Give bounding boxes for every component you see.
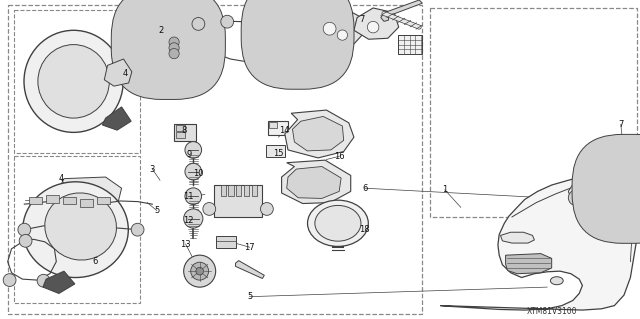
Circle shape (192, 18, 205, 30)
Text: 1: 1 (442, 185, 447, 194)
Bar (97, 197, 110, 204)
Polygon shape (104, 59, 132, 86)
Bar (244, 185, 249, 196)
Circle shape (367, 21, 379, 33)
Circle shape (169, 43, 179, 53)
Circle shape (3, 274, 16, 286)
Ellipse shape (307, 200, 369, 246)
Text: 6: 6 (362, 184, 367, 193)
Ellipse shape (45, 193, 116, 260)
Polygon shape (381, 0, 422, 21)
Polygon shape (354, 8, 399, 39)
Polygon shape (102, 107, 131, 130)
FancyBboxPatch shape (176, 132, 185, 138)
Bar (80, 199, 93, 207)
Circle shape (185, 163, 202, 180)
Polygon shape (285, 110, 354, 158)
Bar (221, 185, 226, 196)
Circle shape (221, 15, 234, 28)
FancyBboxPatch shape (268, 121, 288, 135)
Ellipse shape (24, 30, 124, 132)
Circle shape (203, 203, 216, 215)
Text: 16: 16 (334, 152, 344, 161)
Text: 18: 18 (360, 225, 370, 234)
Bar (430, 8, 637, 217)
Ellipse shape (22, 182, 128, 278)
Bar (398, 35, 422, 54)
Circle shape (184, 209, 203, 228)
Bar (14, 10, 140, 153)
Circle shape (580, 187, 593, 199)
FancyBboxPatch shape (174, 124, 196, 141)
Bar (63, 197, 76, 204)
Text: 6: 6 (92, 257, 97, 266)
Text: 17: 17 (244, 243, 255, 252)
Bar (29, 197, 42, 204)
FancyBboxPatch shape (176, 125, 185, 131)
Polygon shape (287, 167, 341, 198)
FancyBboxPatch shape (266, 145, 285, 157)
Circle shape (196, 267, 204, 275)
Circle shape (185, 188, 202, 204)
Circle shape (260, 203, 273, 215)
Bar (236, 185, 241, 196)
FancyBboxPatch shape (216, 236, 236, 248)
Bar (214, 185, 262, 217)
FancyBboxPatch shape (111, 0, 225, 100)
Polygon shape (500, 232, 534, 243)
Text: 3: 3 (150, 165, 155, 174)
FancyBboxPatch shape (269, 122, 277, 128)
Text: 10: 10 (193, 169, 204, 178)
Text: 15: 15 (273, 149, 284, 158)
Polygon shape (506, 254, 552, 274)
Text: 4: 4 (58, 174, 63, 183)
Circle shape (131, 223, 144, 236)
Circle shape (191, 262, 209, 280)
Text: 4: 4 (122, 69, 127, 78)
Polygon shape (58, 177, 122, 207)
Text: 2: 2 (159, 26, 164, 35)
Text: XTM81V3100: XTM81V3100 (527, 307, 577, 315)
Bar (8, 5, 422, 314)
Circle shape (37, 274, 50, 287)
Bar (252, 185, 257, 196)
Circle shape (169, 37, 179, 47)
FancyBboxPatch shape (241, 0, 354, 89)
Text: 7: 7 (359, 15, 364, 24)
Text: 8: 8 (182, 126, 187, 135)
Circle shape (19, 234, 32, 247)
Polygon shape (568, 176, 630, 205)
Circle shape (18, 223, 31, 236)
Circle shape (337, 30, 348, 40)
Polygon shape (236, 261, 264, 278)
Ellipse shape (315, 205, 361, 241)
Text: 13: 13 (180, 240, 191, 249)
Circle shape (184, 255, 216, 287)
Text: 9: 9 (186, 150, 191, 159)
Polygon shape (43, 271, 75, 293)
Circle shape (568, 190, 584, 205)
Text: 14: 14 (280, 126, 290, 135)
Polygon shape (282, 160, 351, 204)
Text: 12: 12 (184, 216, 194, 225)
Text: 11: 11 (184, 192, 194, 201)
Bar (228, 185, 234, 196)
Circle shape (580, 196, 593, 209)
FancyBboxPatch shape (572, 134, 640, 243)
Text: 5: 5 (154, 206, 159, 215)
Circle shape (185, 142, 202, 158)
Text: 5: 5 (247, 292, 252, 301)
Circle shape (169, 48, 179, 59)
Bar (46, 195, 59, 203)
Polygon shape (292, 116, 344, 151)
Ellipse shape (38, 45, 109, 118)
Ellipse shape (550, 277, 563, 285)
Circle shape (323, 22, 336, 35)
Polygon shape (440, 175, 639, 310)
Polygon shape (304, 10, 364, 46)
Bar (14, 156, 140, 303)
Text: 7: 7 (618, 120, 623, 129)
